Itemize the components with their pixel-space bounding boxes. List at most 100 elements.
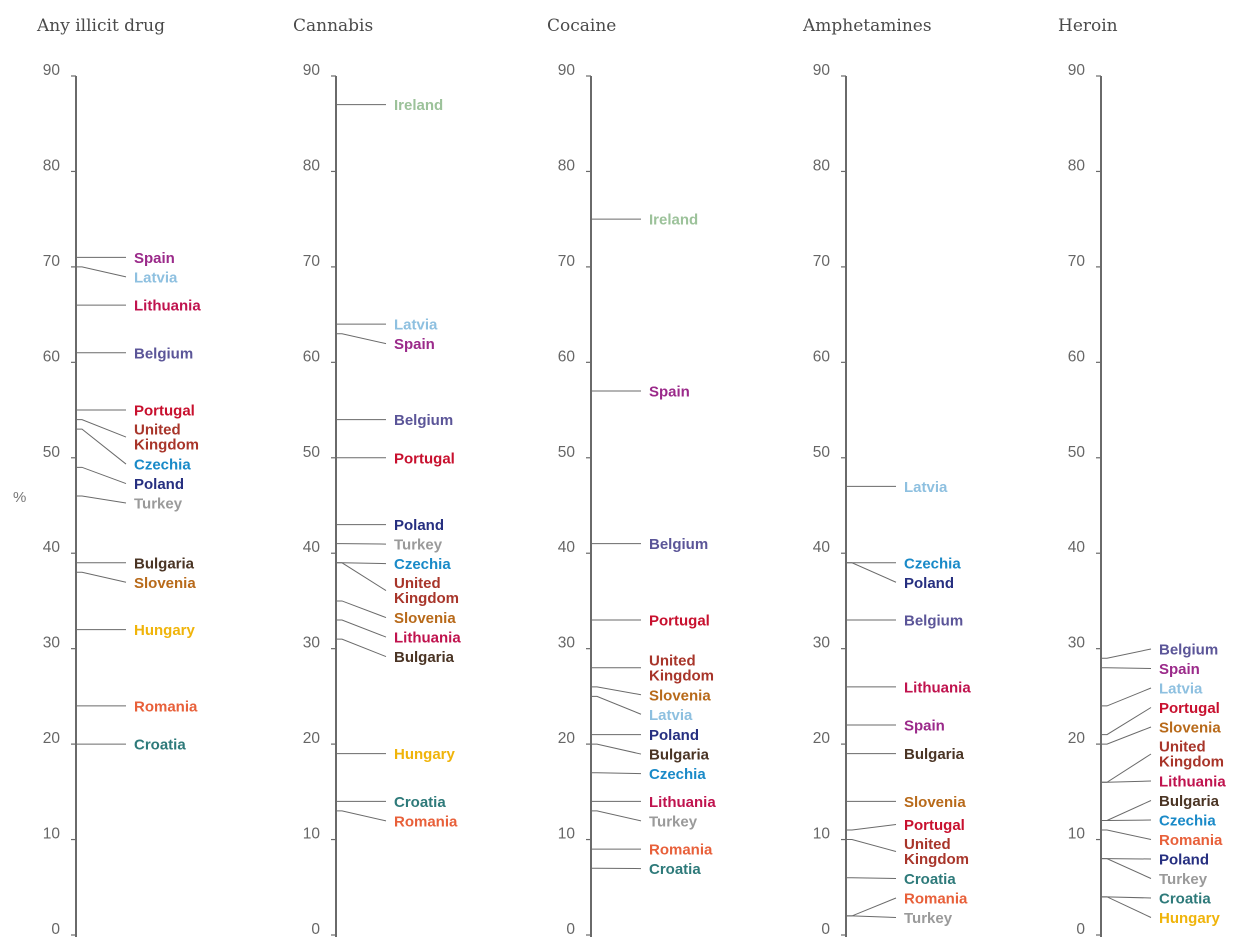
leader-line <box>1101 829 1152 840</box>
country-label: Spain <box>1159 661 1200 678</box>
chart-panels: Any illicit drug 0 10 20 30 40 50 60 70 80 90 Spain… <box>36 16 1226 938</box>
data-point-hungary: Hungary <box>76 622 196 639</box>
country-label: United Kingdom <box>394 575 459 607</box>
tick-label: 80 <box>1068 157 1086 174</box>
tick-label: 90 <box>303 62 321 79</box>
country-label: Lithuania <box>134 298 201 315</box>
tick-label: 10 <box>303 826 321 843</box>
tick-label: 40 <box>303 539 321 556</box>
panel-title: Cocaine <box>547 16 616 36</box>
tick-label: 60 <box>43 348 61 365</box>
data-point-spain: Spain <box>1101 661 1200 678</box>
country-label-line: United <box>134 422 181 439</box>
tick-label: 50 <box>558 444 576 461</box>
tick-label: 40 <box>43 539 61 556</box>
data-point-slovenia: Slovenia <box>591 686 711 704</box>
tick-label: 30 <box>1068 635 1086 652</box>
country-label: Turkey <box>649 813 698 830</box>
leader-line <box>1101 896 1152 918</box>
leader-line <box>336 810 387 822</box>
leader-line <box>76 419 127 438</box>
tick-label: 10 <box>813 826 831 843</box>
country-label: United Kingdom <box>134 422 199 454</box>
country-label-line: United <box>394 575 441 592</box>
tick-label: 60 <box>558 348 576 365</box>
data-point-croatia: Croatia <box>76 737 186 754</box>
country-label: Belgium <box>394 412 453 429</box>
tick-label: 90 <box>1068 62 1086 79</box>
country-label: Belgium <box>1159 642 1218 659</box>
leader-line <box>336 600 387 619</box>
country-label: Poland <box>904 575 954 592</box>
tick-label: 0 <box>821 921 830 938</box>
leader-line <box>591 772 642 775</box>
country-label: Slovenia <box>134 575 196 592</box>
leader-line <box>1101 648 1152 659</box>
leader-line <box>846 824 897 831</box>
country-label: Turkey <box>1159 871 1208 888</box>
country-label: Bulgaria <box>1159 793 1220 810</box>
tick-label: 40 <box>1068 539 1086 556</box>
data-point-united-kingdom: United Kingdom <box>336 562 459 607</box>
data-point-spain: Spain <box>591 383 690 400</box>
tick-label: 20 <box>558 730 576 747</box>
country-label: Poland <box>394 517 444 534</box>
leader-line <box>1101 667 1152 669</box>
country-label: Bulgaria <box>134 555 195 572</box>
country-label: Croatia <box>904 871 956 888</box>
tick-label: 30 <box>558 635 576 652</box>
country-label: United Kingdom <box>649 652 714 684</box>
data-point-united-kingdom: United Kingdom <box>591 652 714 684</box>
leader-line <box>591 695 642 715</box>
country-label: Romania <box>649 842 713 859</box>
tick-label: 30 <box>303 635 321 652</box>
data-point-poland: Poland <box>591 727 699 744</box>
panel-title: Cannabis <box>293 16 373 36</box>
data-point-czechia: Czechia <box>591 766 706 783</box>
panel-any-illicit-drug: Any illicit drug 0 10 20 30 40 50 60 70 80 90 Spain… <box>36 16 201 938</box>
data-point-croatia: Croatia <box>591 861 701 878</box>
country-label: Bulgaria <box>649 747 710 764</box>
data-point-latvia: Latvia <box>336 317 438 334</box>
data-point-portugal: Portugal <box>591 613 710 630</box>
data-point-czechia: Czechia <box>1101 813 1216 830</box>
tick-label: 0 <box>1076 921 1085 938</box>
data-point-lithuania: Lithuania <box>846 679 971 696</box>
leader-line <box>1101 707 1152 736</box>
data-point-hungary: Hungary <box>1101 896 1221 927</box>
leader-line <box>76 428 127 465</box>
data-point-croatia: Croatia <box>846 871 956 888</box>
data-point-hungary: Hungary <box>336 746 456 763</box>
country-label: Spain <box>394 336 435 353</box>
data-point-slovenia: Slovenia <box>846 794 966 811</box>
leader-line <box>76 266 127 278</box>
country-label: Portugal <box>904 817 965 834</box>
country-label: Croatia <box>134 737 186 754</box>
tick-label: 10 <box>43 826 61 843</box>
tick-label: 20 <box>303 730 321 747</box>
country-label: Slovenia <box>904 794 966 811</box>
tick-label: 90 <box>558 62 576 79</box>
country-label: Poland <box>1159 852 1209 869</box>
country-label-line: Kingdom <box>134 437 199 454</box>
data-point-bulgaria: Bulgaria <box>846 746 965 763</box>
leader-line <box>1101 753 1152 783</box>
tick-label: 70 <box>303 253 321 270</box>
data-point-spain: Spain <box>846 718 945 735</box>
country-label: Czechia <box>1159 813 1216 830</box>
tick-label: 20 <box>1068 730 1086 747</box>
tick-label: 70 <box>813 253 831 270</box>
data-point-spain: Spain <box>76 250 175 267</box>
country-label: Latvia <box>649 707 693 724</box>
country-label: Portugal <box>649 613 710 630</box>
country-label-line: Kingdom <box>649 667 714 684</box>
country-label: Czechia <box>649 766 706 783</box>
data-point-bulgaria: Bulgaria <box>591 743 710 764</box>
country-label: Croatia <box>394 794 446 811</box>
data-point-turkey: Turkey <box>1101 858 1208 888</box>
country-label: Hungary <box>134 622 196 639</box>
country-label: Poland <box>134 476 184 493</box>
country-label: Poland <box>649 727 699 744</box>
country-label: Romania <box>134 698 198 715</box>
y-unit-label: % <box>13 489 26 506</box>
